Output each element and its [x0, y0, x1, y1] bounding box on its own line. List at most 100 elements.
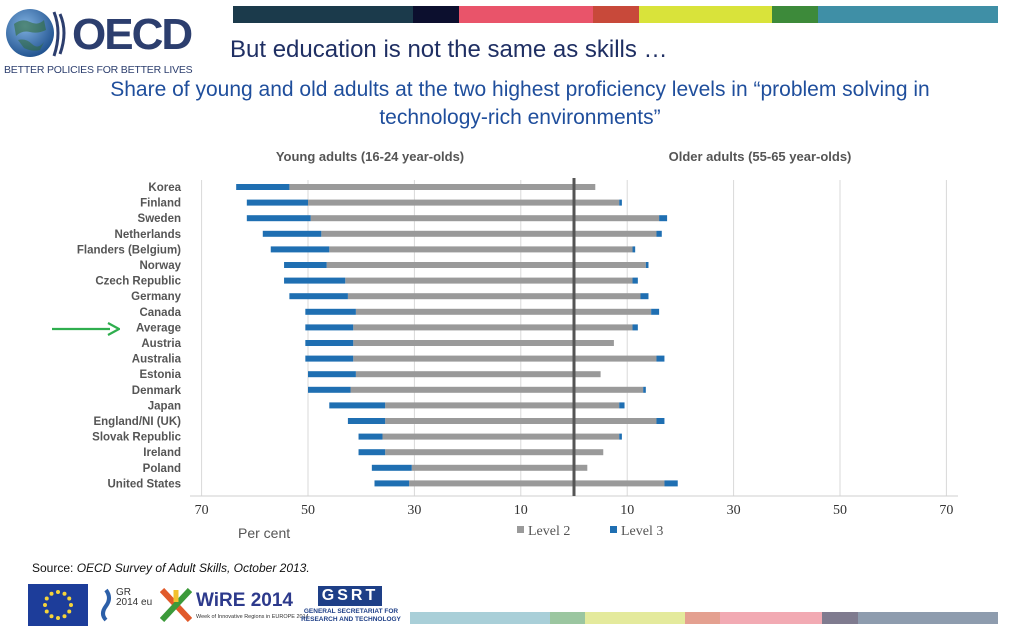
gsrt-subtitle: GENERAL SECRETARIAT FOR RESEARCH AND TEC…: [301, 608, 401, 623]
slide-subtitle: Share of young and old adults at the two…: [110, 78, 930, 129]
bar-young-level3: [246, 215, 311, 222]
x-tick-label: 50: [833, 503, 847, 518]
bar-young-level2: [350, 386, 574, 393]
x-tick-label: 10: [514, 503, 528, 518]
bar-young-level2: [385, 402, 574, 409]
legend-swatch-level2: [517, 526, 524, 533]
bar-old-level2: [574, 386, 644, 393]
bar-old-level2: [574, 324, 633, 331]
gr2014-text: GR 2014 eu: [116, 587, 153, 608]
bar-young-level3: [329, 402, 386, 409]
bar-old-level2: [574, 340, 614, 346]
x-tick-label: 70: [939, 503, 953, 518]
gr-mark-icon: [101, 588, 111, 622]
category-label: Canada: [139, 307, 181, 319]
bar-old-level2: [574, 464, 588, 471]
bar-young-level3: [246, 199, 308, 206]
color-bar-segment: [822, 612, 858, 624]
eu-star-icon: [62, 591, 67, 596]
eu-flag-logo: [28, 584, 88, 626]
bar-old-level3: [640, 293, 649, 300]
bar-old-level3: [656, 418, 665, 424]
bar-young-level3: [347, 418, 386, 424]
panel-title-young: Young adults (16-24 year-olds): [276, 149, 464, 164]
x-tick-label: 50: [301, 503, 315, 518]
bar-young-level3: [371, 464, 412, 471]
eu-star-icon: [43, 603, 47, 607]
bar-old-level2: [574, 262, 646, 268]
x-tick-label: 30: [727, 503, 741, 518]
eu-star-icon: [44, 609, 49, 614]
category-label: Japan: [148, 400, 181, 412]
color-bar-segment: [720, 612, 770, 624]
eu-star-icon: [56, 590, 60, 594]
bar-young-level2: [347, 293, 574, 300]
bar-old-level2: [574, 355, 657, 362]
gr2014-logo: GR 2014 eu: [98, 586, 158, 626]
color-bar-segment: [771, 6, 818, 23]
category-label: Denmark: [132, 385, 182, 397]
bar-young-level2: [321, 230, 574, 237]
bar-young-level3: [308, 371, 356, 378]
bar-young-level2: [353, 355, 574, 362]
color-bar-segment: [549, 6, 593, 23]
bar-young-level2: [385, 449, 574, 456]
category-label: Austria: [141, 338, 181, 350]
x-tick-label: 70: [195, 503, 209, 518]
x-tick-label: 10: [620, 503, 634, 518]
category-label: Average: [136, 322, 181, 334]
bar-old-level3: [651, 308, 660, 315]
eu-star-icon: [44, 596, 49, 601]
globe-icon: [6, 9, 66, 57]
color-bar-segment: [817, 6, 998, 23]
bar-old-level3: [659, 215, 668, 222]
bar-young-level3: [270, 246, 330, 253]
oecd-wordmark: OECD: [72, 10, 193, 59]
category-label: Ireland: [143, 447, 181, 459]
bar-old-level3: [643, 386, 646, 393]
slide-title: But education is not the same as skills …: [230, 36, 668, 63]
bar-young-level2: [310, 215, 574, 222]
bar-young-level2: [329, 246, 574, 253]
bar-young-level2: [382, 433, 574, 440]
bar-old-level2: [574, 480, 665, 487]
bar-young-level2: [326, 262, 574, 268]
source-text: OECD Survey of Adult Skills, October 201…: [76, 561, 310, 575]
category-label: United States: [108, 478, 182, 490]
source-label: Source:: [32, 561, 77, 575]
bar-old-level2: [574, 371, 601, 378]
legend-label-level2: Level 2: [528, 524, 570, 539]
bar-young-level2: [411, 464, 574, 471]
color-bar-segment: [770, 612, 822, 624]
color-bar-segment: [704, 6, 772, 23]
bar-old-level3: [619, 199, 622, 206]
bar-old-level3: [632, 277, 638, 284]
bar-young-level2: [385, 418, 574, 424]
eu-star-icon: [69, 603, 73, 607]
color-bar-segment: [459, 6, 549, 23]
bar-old-level2: [574, 199, 620, 206]
oecd-tagline: BETTER POLICIES FOR BETTER LIVES: [4, 64, 193, 76]
bottom-color-bar: [410, 612, 998, 624]
bar-young-level3: [284, 277, 346, 284]
bar-old-level2: [574, 433, 620, 440]
category-label: Poland: [143, 463, 181, 475]
category-label: Australia: [132, 354, 182, 366]
bar-young-level3: [358, 433, 383, 440]
bar-old-level3: [632, 246, 636, 253]
eu-star-icon: [67, 596, 72, 601]
bar-young-level2: [353, 340, 574, 346]
color-bar-segment: [413, 6, 459, 23]
bar-young-level2: [353, 324, 574, 331]
eu-star-icon: [67, 609, 72, 614]
x-tick-label: 30: [407, 503, 421, 518]
gsrt-logo: GSRT GENERAL SECRETARIAT FOR RESEARCH AN…: [300, 586, 402, 626]
bar-young-level3: [305, 324, 354, 331]
bar-young-level3: [262, 230, 322, 237]
bar-old-level2: [574, 293, 641, 300]
bar-young-level3: [358, 449, 386, 456]
eu-star-icon: [49, 591, 54, 596]
legend: Level 2 Level 3: [517, 524, 663, 539]
bar-old-level3: [632, 324, 638, 331]
bar-young-level3: [305, 308, 356, 315]
